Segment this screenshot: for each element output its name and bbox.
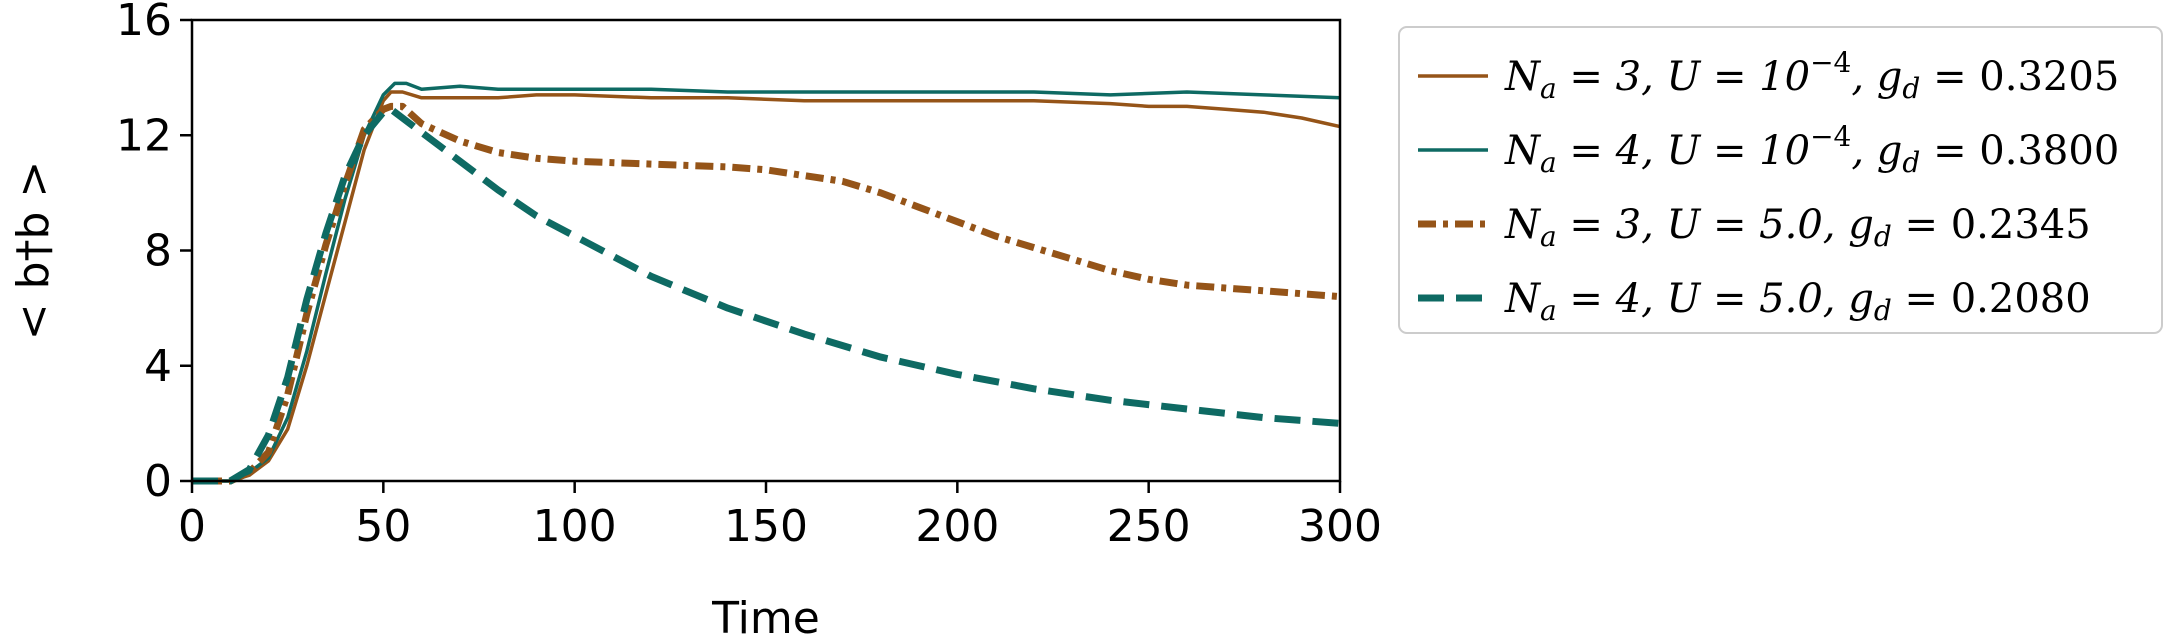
y-tick-label: 4 [144,341,172,392]
series-line-1 [192,90,1341,483]
x-axis-ticks: 0 50 100 150 200 250 300 [178,481,1382,552]
legend-entries: Na = 3, U = 10−4, gd = 0.3205 Na = 4, U =… [1418,46,2119,327]
y-axis-title: < b†b > [8,161,59,341]
series-line-3 [192,102,1341,485]
x-tick-label: 300 [1298,501,1382,552]
legend: Na = 3, U = 10−4, gd = 0.3205 Na = 4, U =… [1398,26,2163,334]
series-lines [192,81,1341,485]
x-tick-label: 150 [724,501,808,552]
x-tick-label: 50 [355,501,411,552]
series-line-2 [192,81,1341,483]
x-tick-label: 100 [533,501,617,552]
legend-label-2: Na = 4, U = 10−4, gd = 0.3800 [1504,120,2119,179]
y-tick-label: 8 [144,226,172,277]
x-axis-title: Time [711,593,820,641]
axes-frame [190,18,1342,483]
x-tick-label: 200 [915,501,999,552]
legend-label-1: Na = 3, U = 10−4, gd = 0.3205 [1504,46,2119,105]
legend-label-4: Na = 4, U = 5.0, gd = 0.2080 [1504,276,2091,327]
y-tick-label: 16 [116,0,172,46]
legend-label-3: Na = 3, U = 5.0, gd = 0.2345 [1504,202,2091,253]
x-tick-label: 250 [1107,501,1191,552]
x-tick-label: 0 [178,501,206,552]
y-axis-ticks: 0 4 8 12 16 [116,0,192,507]
y-tick-label: 12 [116,110,172,161]
y-tick-label: 0 [144,456,172,507]
legend-box [1398,26,2163,334]
plot-area [190,18,1342,485]
series-line-4 [192,105,1341,485]
